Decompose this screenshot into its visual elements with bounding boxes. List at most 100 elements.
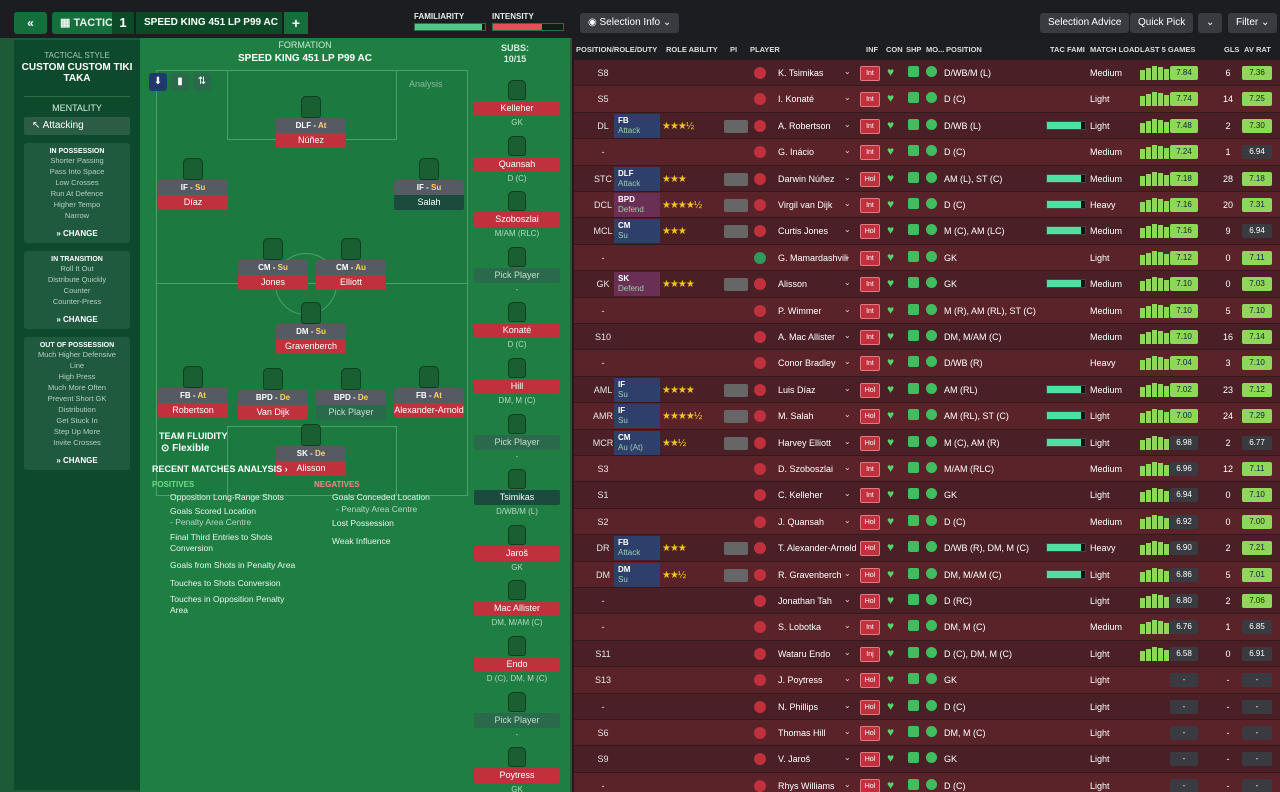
sub-name[interactable]: Szoboszlai bbox=[474, 212, 560, 228]
chevron-down-icon[interactable]: ⌄ bbox=[844, 67, 851, 76]
player-name[interactable]: Robertson bbox=[158, 403, 228, 418]
player-name[interactable]: Jones bbox=[238, 275, 308, 290]
table-row[interactable]: S13 J. Poytress ⌄ Hol ♥ GK Light - - - bbox=[574, 667, 1280, 694]
column-header[interactable]: PI bbox=[730, 45, 738, 54]
role-cell[interactable]: FB Attack bbox=[614, 113, 660, 138]
table-row[interactable]: S10 A. Mac Allister ⌄ Int ♥ DM, M/AM (C) Mediu… bbox=[574, 324, 1280, 351]
player-name[interactable]: Rhys Williams bbox=[778, 780, 835, 791]
player-name[interactable]: Díaz bbox=[158, 195, 228, 210]
role-cell[interactable]: CM Su bbox=[614, 219, 660, 244]
position-code[interactable]: S11 bbox=[595, 648, 611, 659]
table-row[interactable]: DCL BPD Defend ★★★★½ Virgil van Dijk ⌄ Int ♥ D (… bbox=[574, 192, 1280, 219]
chevron-down-icon[interactable]: ⌄ bbox=[844, 93, 851, 103]
role-cell[interactable]: DLF Attack bbox=[614, 166, 660, 191]
player-slot[interactable]: FB - At Alexander-Arnold bbox=[394, 366, 464, 418]
player-slot[interactable]: CM - Au Elliott bbox=[316, 238, 386, 290]
quick-pick-button[interactable]: Quick Pick bbox=[1130, 13, 1194, 33]
team-fluidity-value[interactable]: ⊙ Flexible bbox=[161, 443, 210, 454]
chevron-down-icon[interactable]: ⌄ bbox=[844, 674, 851, 684]
sub-slot[interactable]: Pick Player - bbox=[474, 413, 560, 461]
table-row[interactable]: - N. Phillips ⌄ Hol ♥ D (C) Light - - - bbox=[574, 693, 1280, 720]
player-name[interactable]: T. Alexander-Arnold bbox=[778, 543, 857, 554]
chevron-down-icon[interactable]: ⌄ bbox=[844, 515, 851, 525]
player-name[interactable]: Núñez bbox=[276, 133, 346, 148]
player-name[interactable]: Virgil van Dijk bbox=[778, 200, 833, 210]
table-row[interactable]: - Rhys Williams ⌄ Hol ♥ D (C) Light - - - bbox=[574, 772, 1280, 792]
player-name[interactable]: I. Konaté bbox=[778, 94, 815, 105]
player-name[interactable]: Elliott bbox=[316, 275, 386, 290]
player-name[interactable]: A. Mac Allister bbox=[778, 332, 836, 342]
column-header[interactable]: AV RAT bbox=[1244, 45, 1271, 54]
tactic-name-selector[interactable]: SPEED KING 451 LP P99 AC bbox=[136, 12, 282, 34]
player-slot[interactable]: IF - Su Díaz bbox=[158, 158, 228, 210]
chevron-down-icon[interactable]: ⌄ bbox=[844, 199, 851, 208]
role-duty-selector[interactable]: FB - At bbox=[158, 388, 228, 403]
role-duty-selector[interactable]: CM - Au bbox=[316, 260, 386, 275]
sub-slot[interactable]: Szoboszlai M/AM (RLC) bbox=[474, 191, 560, 238]
position-code[interactable]: MCR bbox=[592, 437, 614, 448]
sub-name[interactable]: Konaté bbox=[474, 323, 560, 339]
player-instructions-icon[interactable] bbox=[724, 278, 748, 292]
player-name[interactable]: Darwin Núñez bbox=[778, 173, 835, 184]
table-row[interactable]: MCL CM Su ★★★ Curtis Jones ⌄ Hol ♥ M (C), AM (LC… bbox=[574, 218, 1280, 245]
column-header[interactable]: MO... bbox=[926, 45, 945, 54]
chevron-down-icon[interactable]: ⌄ bbox=[844, 225, 851, 235]
sub-slot[interactable]: Kelleher GK bbox=[474, 80, 560, 127]
chevron-down-icon[interactable]: ⌄ bbox=[844, 357, 851, 367]
table-row[interactable]: S8 K. Tsimikas ⌄ Int ♥ D/WB/M (L) Medium 7.84 6 7… bbox=[574, 60, 1280, 87]
player-name[interactable]: Jonathan Tah bbox=[778, 596, 832, 606]
chevron-down-icon[interactable]: ⌄ bbox=[844, 172, 851, 182]
role-cell[interactable]: CM Au (At) bbox=[614, 430, 660, 455]
player-name[interactable]: G. Inácio bbox=[778, 147, 815, 158]
selection-advice-button[interactable]: Selection Advice bbox=[1040, 13, 1130, 33]
player-name[interactable]: Curtis Jones bbox=[778, 226, 829, 237]
table-row[interactable]: S2 J. Quansah ⌄ Hol ♥ D (C) Medium 6.92 0 7.00 bbox=[574, 508, 1280, 536]
role-cell[interactable]: IF Su bbox=[614, 377, 660, 402]
player-slot[interactable]: BPD - De Pick Player bbox=[316, 368, 386, 420]
player-name[interactable]: J. Quansah bbox=[778, 516, 825, 527]
player-name[interactable]: C. Kelleher bbox=[778, 490, 823, 501]
add-tactic-button[interactable]: + bbox=[284, 12, 308, 34]
player-name[interactable]: Luis Díaz bbox=[778, 384, 816, 395]
analysis-title[interactable]: RECENT MATCHES ANALYSIS › bbox=[152, 464, 288, 474]
sub-slot[interactable]: Hill DM, M (C) bbox=[474, 358, 560, 405]
player-name[interactable]: Thomas Hill bbox=[778, 728, 826, 738]
chevron-down-icon[interactable]: ⌄ bbox=[844, 568, 851, 578]
position-code[interactable]: S6 bbox=[597, 728, 609, 738]
chevron-down-icon[interactable]: ⌄ bbox=[844, 410, 851, 420]
chevron-down-icon[interactable]: ⌄ bbox=[844, 331, 851, 340]
player-name[interactable]: G. Mamardashvili bbox=[778, 252, 849, 263]
sub-name[interactable]: Mac Allister bbox=[474, 601, 560, 617]
table-row[interactable]: - P. Wimmer ⌄ Int ♥ M (R), AM (RL), ST (C) Med… bbox=[574, 297, 1280, 324]
role-duty-selector[interactable]: IF - Su bbox=[158, 180, 228, 195]
sub-name[interactable]: Kelleher bbox=[474, 101, 560, 116]
player-name[interactable]: S. Lobotka bbox=[778, 622, 822, 633]
column-header[interactable]: POSITION bbox=[946, 45, 982, 54]
download-icon[interactable]: ⬇ bbox=[149, 73, 167, 91]
table-row[interactable]: DR FB Attack ★★★ T. Alexander-Arnold ⌄ Hol ♥ D/W… bbox=[574, 535, 1280, 562]
chevron-down-icon[interactable]: ⌄ bbox=[844, 463, 851, 472]
column-header[interactable]: CON bbox=[886, 45, 903, 54]
player-name[interactable]: K. Tsimikas bbox=[778, 68, 824, 78]
role-duty-selector[interactable]: IF - Su bbox=[394, 180, 464, 195]
sub-slot[interactable]: Pick Player - bbox=[474, 691, 560, 739]
chevron-down-icon[interactable]: ⌄ bbox=[844, 621, 851, 631]
position-code[interactable]: DL bbox=[597, 120, 609, 131]
sub-name[interactable]: Tsimikas bbox=[474, 490, 560, 506]
role-cell[interactable]: FB Attack bbox=[614, 536, 660, 561]
chevron-down-icon[interactable]: ⌄ bbox=[844, 727, 851, 736]
column-header[interactable]: INF bbox=[866, 45, 879, 54]
sub-name[interactable]: Pick Player bbox=[474, 434, 560, 450]
role-cell[interactable]: SK Defend bbox=[614, 272, 660, 297]
tactical-style-value[interactable]: CUSTOM CUSTOM TIKI TAKA bbox=[21, 62, 133, 84]
column-header[interactable]: GLS bbox=[1224, 45, 1240, 54]
position-code[interactable]: - bbox=[601, 622, 605, 633]
player-name[interactable]: Conor Bradley bbox=[778, 358, 836, 369]
player-slot[interactable]: FB - At Robertson bbox=[158, 366, 228, 418]
chevron-down-icon[interactable]: ⌄ bbox=[844, 304, 851, 314]
column-header[interactable]: ROLE ABILITY bbox=[666, 45, 718, 54]
position-code[interactable]: - bbox=[601, 147, 605, 158]
player-name[interactable]: Wataru Endo bbox=[778, 648, 831, 659]
position-code[interactable]: - bbox=[601, 701, 605, 712]
sub-name[interactable]: Endo bbox=[474, 657, 560, 672]
